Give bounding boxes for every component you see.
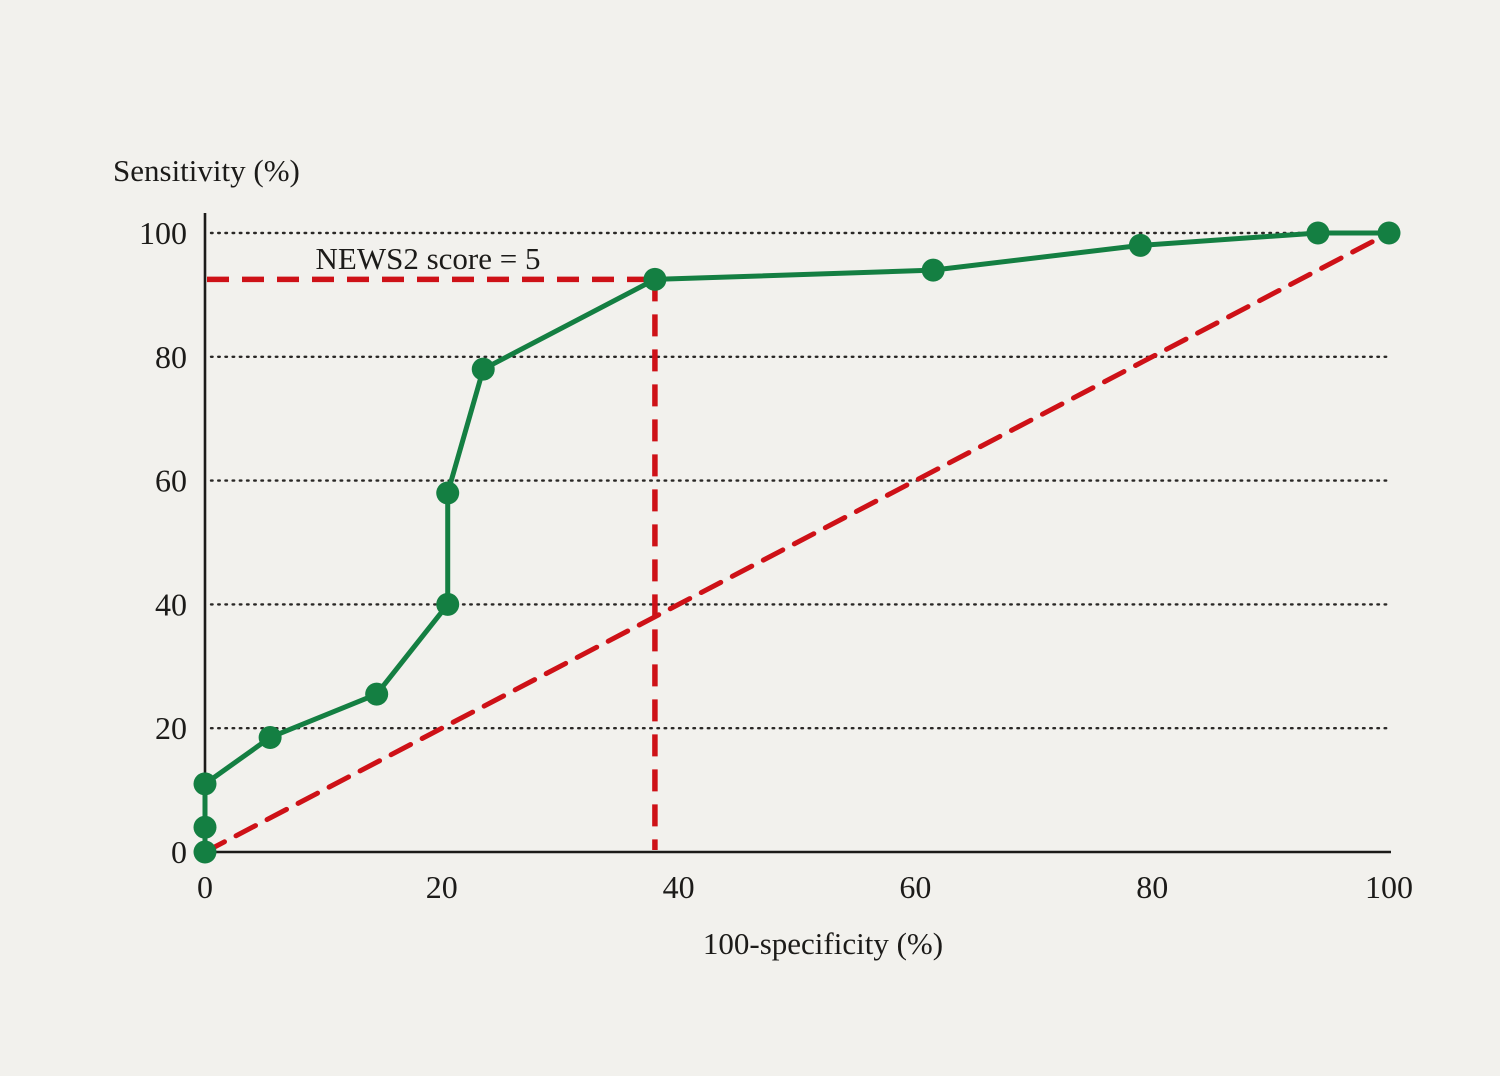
data-point-marker: [921, 258, 945, 282]
line-layer: [193, 213, 1401, 864]
x-axis-title: 100-specificity (%): [703, 926, 943, 961]
data-point-marker: [436, 592, 460, 616]
grid-layer: [209, 231, 1391, 730]
x-tick-label: 60: [899, 869, 931, 905]
x-tick-label: 40: [663, 869, 695, 905]
y-tick-label: 60: [155, 463, 187, 499]
label-layer: 0 20 40 60 80 100 0 20 40 60 80 100: [139, 215, 1413, 905]
y-tick-label: 20: [155, 710, 187, 746]
x-tick-label: 20: [426, 869, 458, 905]
x-tick-label: 0: [197, 869, 213, 905]
data-point-marker: [193, 815, 217, 839]
y-tick-label: 100: [139, 215, 187, 251]
data-point-marker: [258, 725, 282, 749]
x-tick-label: 80: [1136, 869, 1168, 905]
y-axis-title: Sensitivity (%): [113, 153, 300, 188]
data-point-marker: [1306, 221, 1330, 245]
y-tick-label: 80: [155, 339, 187, 375]
data-point-marker: [193, 840, 217, 864]
reference-line: [202, 230, 1392, 855]
data-point-marker: [193, 772, 217, 796]
data-point-marker: [365, 682, 389, 706]
annotation-label: NEWS2 score = 5: [316, 241, 541, 276]
x-tick-label: 100: [1365, 869, 1413, 905]
data-point-marker: [1128, 233, 1152, 257]
data-point-marker: [436, 481, 460, 505]
data-point-marker: [643, 267, 667, 291]
data-point-marker: [1377, 221, 1401, 245]
y-tick-label: 40: [155, 586, 187, 622]
data-point-marker: [471, 357, 495, 381]
y-tick-label: 0: [171, 834, 187, 870]
